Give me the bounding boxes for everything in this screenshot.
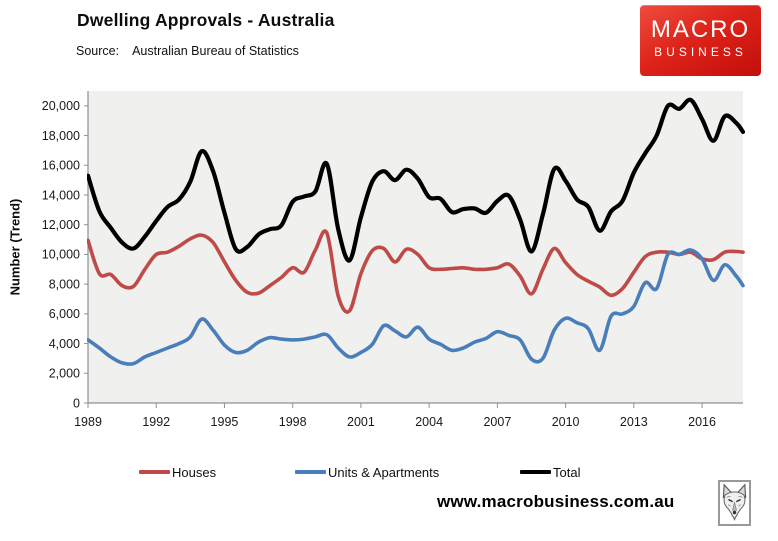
svg-text:2016: 2016 [688, 415, 716, 429]
svg-text:1995: 1995 [211, 415, 239, 429]
legend-line-total-icon [520, 470, 551, 474]
svg-text:1989: 1989 [74, 415, 102, 429]
svg-text:2013: 2013 [620, 415, 648, 429]
plot-area: 0 2,000 4,000 6,000 8,000 10,000 12,000 14,000 1… [42, 91, 745, 429]
svg-text:18,000: 18,000 [42, 129, 80, 143]
svg-text:2010: 2010 [552, 415, 580, 429]
source-row: Source: Australian Bureau of Statistics [76, 44, 299, 58]
logo-text-business: BUSINESS [654, 45, 747, 60]
source-value: Australian Bureau of Statistics [132, 44, 299, 58]
svg-text:2004: 2004 [415, 415, 443, 429]
svg-text:16,000: 16,000 [42, 159, 80, 173]
svg-text:2007: 2007 [483, 415, 511, 429]
svg-text:4,000: 4,000 [49, 337, 80, 351]
legend-label-units-apartments: Units & Apartments [328, 464, 440, 480]
svg-text:2001: 2001 [347, 415, 375, 429]
legend-label-total: Total [553, 464, 581, 480]
svg-text:10,000: 10,000 [42, 248, 80, 262]
legend-line-units-icon [295, 470, 326, 474]
website-url: www.macrobusiness.com.au [437, 492, 675, 511]
svg-text:12,000: 12,000 [42, 218, 80, 232]
svg-text:8,000: 8,000 [49, 277, 80, 291]
fox-logo-icon [722, 483, 747, 521]
legend-line-houses-icon [139, 470, 170, 474]
svg-text:1998: 1998 [279, 415, 307, 429]
svg-text:20,000: 20,000 [42, 99, 80, 113]
svg-text:6,000: 6,000 [49, 307, 80, 321]
legend-item-total: Total [520, 464, 580, 480]
legend-item-units-apartments: Units & Apartments [295, 464, 439, 480]
svg-text:0: 0 [73, 396, 80, 410]
legend-label-houses: Houses [172, 464, 217, 480]
svg-text:2,000: 2,000 [49, 367, 80, 381]
legend-item-houses: Houses [139, 464, 216, 480]
fox-logo-frame [718, 480, 751, 526]
macrobusiness-logo: MACRO BUSINESS [640, 5, 761, 76]
page-title: Dwelling Approvals - Australia [77, 10, 335, 30]
svg-text:1992: 1992 [142, 415, 170, 429]
source-label: Source: [76, 44, 120, 58]
logo-text-macro: MACRO [650, 16, 751, 43]
svg-text:14,000: 14,000 [42, 188, 80, 202]
